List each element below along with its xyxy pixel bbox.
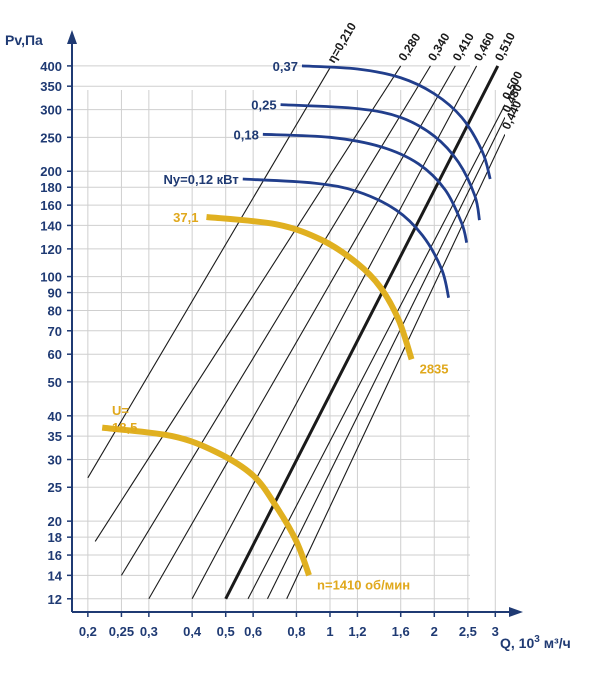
power-curve-label: Ny=0,12 кВт	[164, 172, 239, 187]
speed-curve-start-label: 37,1	[173, 210, 198, 225]
y-tick-label: 18	[48, 530, 62, 545]
x-tick-label: 2,5	[459, 624, 477, 639]
x-tick-label: 2	[431, 624, 438, 639]
y-tick-label: 60	[48, 347, 62, 362]
efficiency-line	[120, 65, 431, 576]
x-tick-label: 0,25	[109, 624, 134, 639]
power-curve	[242, 177, 450, 299]
y-tick-label: 100	[40, 270, 62, 285]
y-tick-label: 16	[48, 548, 62, 563]
x-tick-label: 1	[326, 624, 333, 639]
efficiency-line	[247, 104, 505, 600]
y-tick-label: 250	[40, 130, 62, 145]
speed-curves: 37,1 2835 U= 18,5 n=1410 об/мин	[101, 210, 449, 592]
x-axis-title: Q, 103 м³/ч	[500, 634, 571, 651]
y-tick-label: 200	[40, 164, 62, 179]
x-axis-title-sup: 3	[534, 634, 540, 645]
y-tick-label: 70	[48, 324, 62, 339]
y-tick-label: 40	[48, 409, 62, 424]
power-curve-label: 0,37	[273, 59, 298, 74]
y-tick-label: 35	[48, 429, 62, 444]
y-tick-label: 14	[48, 568, 63, 583]
x-tick-label: 1,2	[348, 624, 366, 639]
efficiency-line	[191, 65, 478, 600]
axes: 0,2 0,25 0,3 0,4 0,5 0,6 0,8 1 1,2 1,6 2 2,5 3 12 14 16…	[40, 30, 523, 639]
y-tick-label: 12	[48, 592, 62, 607]
grid	[72, 65, 496, 612]
efficiency-line-label: 0,340	[425, 30, 453, 63]
efficiency-line	[148, 65, 456, 600]
x-tick-label: 0,3	[140, 624, 158, 639]
y-tick-label: 180	[40, 180, 62, 195]
power-curve-label: 0,18	[234, 127, 259, 142]
x-tick-label: 0,2	[79, 624, 97, 639]
y-tick-label: 400	[40, 59, 62, 74]
power-curve	[280, 103, 481, 221]
efficiency-line-label: η=0,210	[325, 20, 360, 66]
y-tick-label: 30	[48, 453, 62, 468]
efficiency-line	[224, 65, 500, 600]
speed-curve	[101, 424, 312, 577]
speed-curve-start-label-line2: 18,5	[112, 420, 137, 435]
y-tick-label: 140	[40, 218, 62, 233]
x-axis-title-main: Q, 10	[500, 635, 534, 651]
x-tick-label: 0,5	[217, 624, 235, 639]
power-curve	[262, 132, 469, 244]
power-curve	[301, 64, 492, 180]
y-tick-label: 90	[48, 286, 62, 301]
labels: Pv,Па Q, 103 м³/ч	[5, 32, 571, 651]
efficiency-line	[94, 65, 402, 542]
y-tick-label: 50	[48, 375, 62, 390]
speed-curve-end-label: 2835	[420, 361, 449, 376]
y-axis-arrow	[67, 30, 77, 44]
speed-curve-end-label: n=1410 об/мин	[317, 577, 410, 592]
y-tick-label: 350	[40, 79, 62, 94]
x-tick-label: 0,4	[183, 624, 202, 639]
efficiency-line-label: 0,510	[492, 30, 518, 63]
y-tick-label: 160	[40, 198, 62, 213]
x-tick-label: 3	[492, 624, 499, 639]
speed-curve	[206, 214, 415, 361]
x-axis-arrow	[509, 607, 523, 617]
efficiency-line-label: 0,280	[395, 30, 423, 63]
x-tick-label: 0,6	[244, 624, 262, 639]
x-tick-label: 1,6	[392, 624, 410, 639]
y-tick-label: 20	[48, 514, 62, 529]
x-axis-title-unit: м³/ч	[540, 635, 571, 651]
y-axis-title: Pv,Па	[5, 32, 43, 48]
y-tick-label: 80	[48, 303, 62, 318]
power-curves: 0,37 0,25 0,18 Ny=0,12 кВт	[164, 59, 492, 299]
power-curve-label: 0,25	[251, 98, 276, 113]
efficiency-line	[266, 117, 505, 600]
speed-curve-start-label-line1: U=	[112, 403, 129, 418]
x-tick-label: 0,8	[287, 624, 305, 639]
y-tick-label: 300	[40, 103, 62, 118]
y-tick-label: 25	[48, 480, 62, 495]
y-tick-label: 120	[40, 242, 62, 257]
efficiency-line	[286, 134, 505, 600]
